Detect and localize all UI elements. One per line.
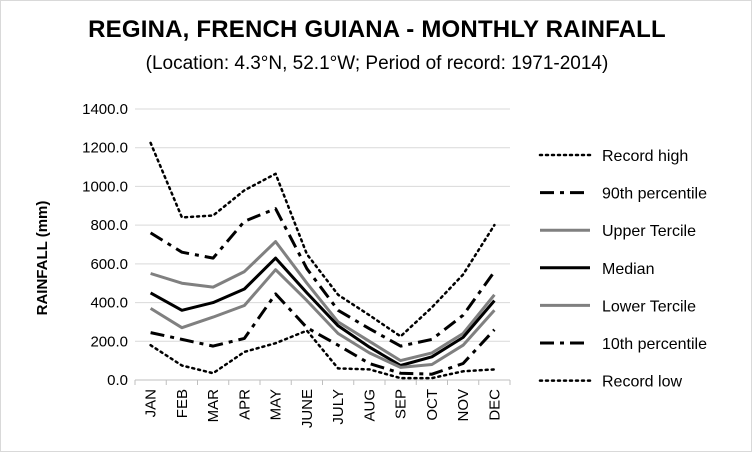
x-tick-label: FEB bbox=[174, 389, 191, 418]
x-tick-label: DEC bbox=[486, 389, 503, 421]
x-tick-label: MAR bbox=[205, 389, 222, 423]
legend-label: 90th percentile bbox=[602, 186, 707, 203]
legend-label: Record low bbox=[602, 374, 682, 391]
x-tick-label: NOV bbox=[455, 389, 472, 422]
y-tick-label: 0.0 bbox=[107, 372, 128, 389]
legend-label: Upper Tercile bbox=[602, 223, 696, 240]
x-tick-label: APR bbox=[236, 389, 253, 420]
x-tick-label: JAN bbox=[143, 389, 160, 417]
y-tick-label: 1000.0 bbox=[82, 178, 128, 195]
x-axis-ticks: JAN FEB MAR APR MAY JUNE JULY AUG SEP OCT NOV DEC bbox=[134, 380, 511, 428]
x-tick-label: AUG bbox=[361, 389, 378, 422]
series-line-4 bbox=[149, 268, 496, 369]
legend-label: 10th percentile bbox=[602, 336, 707, 353]
x-tick-label: JUNE bbox=[299, 389, 316, 428]
y-tick-label: 400.0 bbox=[90, 295, 128, 312]
y-axis-ticks: 0.0 200.0 400.0 600.0 800.0 1000.0 1200.0 1400.… bbox=[82, 101, 128, 389]
x-tick-label: JULY bbox=[330, 389, 347, 425]
legend-label: Lower Tercile bbox=[602, 298, 696, 315]
series-line-5 bbox=[150, 292, 496, 376]
series-line-3 bbox=[149, 256, 496, 367]
x-tick-label: SEP bbox=[393, 389, 410, 419]
legend-label: Record high bbox=[602, 148, 688, 165]
series-lines bbox=[149, 141, 496, 380]
legend: Record high 90th percentile Upper Tercile M… bbox=[538, 148, 707, 391]
y-tick-label: 600.0 bbox=[90, 256, 128, 273]
y-axis-label: RAINFALL (mm) bbox=[34, 201, 51, 316]
y-tick-label: 1400.0 bbox=[82, 101, 128, 118]
x-tick-label: OCT bbox=[424, 389, 441, 421]
series-line-0 bbox=[149, 141, 496, 338]
y-tick-label: 200.0 bbox=[90, 333, 128, 350]
legend-label: Median bbox=[602, 261, 654, 278]
y-tick-label: 800.0 bbox=[90, 217, 128, 234]
x-tick-label: MAY bbox=[268, 389, 285, 420]
series-line-2 bbox=[150, 240, 496, 363]
y-tick-label: 1200.0 bbox=[82, 140, 128, 157]
series-line-1 bbox=[149, 207, 496, 348]
series-line-6 bbox=[149, 329, 496, 380]
chart-subtitle: (Location: 4.3°N, 52.1°W; Period of reco… bbox=[145, 53, 609, 74]
chart-title: REGINA, FRENCH GUIANA - MONTHLY RAINFALL bbox=[88, 16, 666, 43]
